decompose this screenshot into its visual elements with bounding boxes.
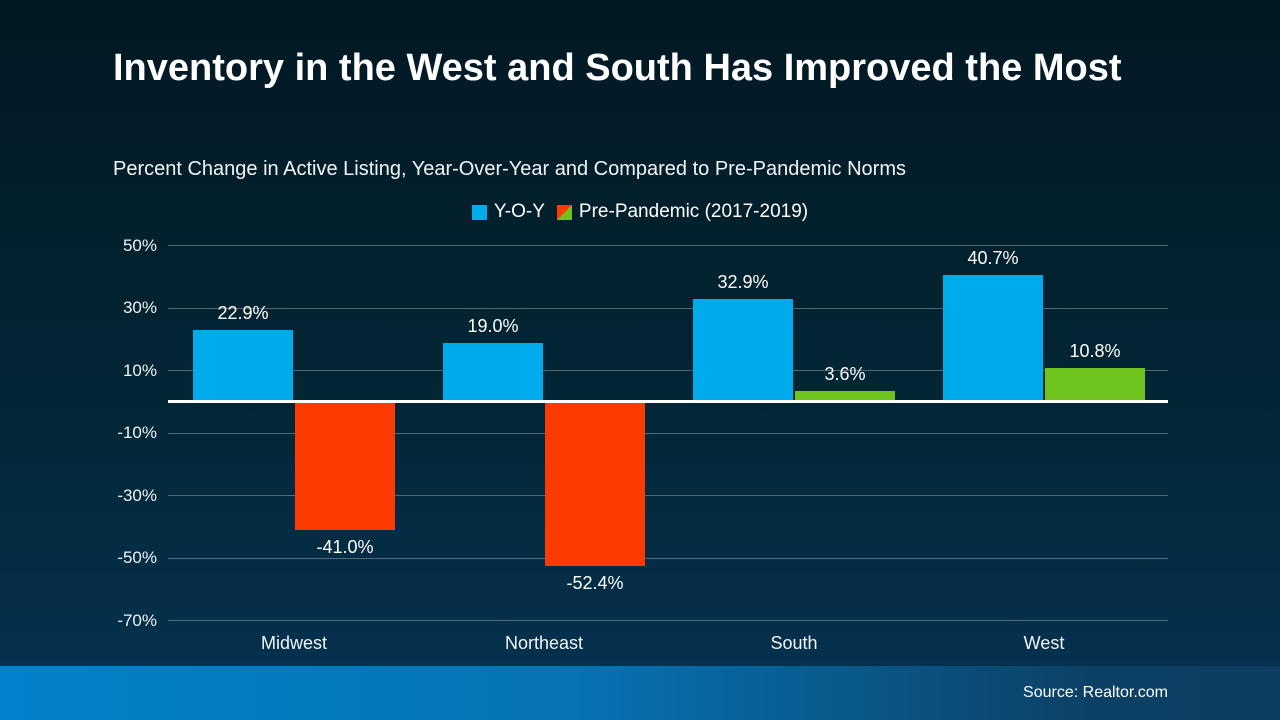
legend-swatch-pre-pandemic-icon xyxy=(556,204,572,220)
y-axis-tick-label: -10% xyxy=(117,423,157,443)
bar-yoy-midwest xyxy=(193,330,293,402)
legend-swatch-yoy-icon xyxy=(471,204,487,220)
value-label-yoy-northeast: 19.0% xyxy=(467,315,519,336)
chart-title: Inventory in the West and South Has Impr… xyxy=(113,47,1122,89)
gridline xyxy=(168,245,1168,247)
value-label-yoy-midwest: 22.9% xyxy=(217,303,269,324)
bar-yoy-west xyxy=(943,274,1043,402)
gridline xyxy=(168,620,1168,622)
chart-subtitle: Percent Change in Active Listing, Year-O… xyxy=(113,158,906,180)
gridline xyxy=(168,370,1168,372)
value-label-pre-pandemic-midwest: -41.0% xyxy=(316,537,374,558)
y-axis-tick-label: -50% xyxy=(117,548,157,568)
bar-pre-pandemic-west xyxy=(1045,368,1145,402)
footer-bar: Source: Realtor.com xyxy=(0,666,1280,720)
bar-pre-pandemic-northeast xyxy=(545,402,645,566)
y-axis-tick-label: -70% xyxy=(117,610,157,630)
y-axis-tick-label: 30% xyxy=(122,298,157,318)
value-label-pre-pandemic-south: 3.6% xyxy=(824,363,866,384)
legend-label: Pre-Pandemic (2017-2019) xyxy=(578,201,809,222)
value-label-pre-pandemic-northeast: -52.4% xyxy=(566,572,624,593)
value-label-yoy-west: 40.7% xyxy=(967,247,1019,268)
zero-baseline xyxy=(168,400,1168,403)
bar-yoy-northeast xyxy=(443,342,543,402)
x-axis-category-label-northeast: Northeast xyxy=(504,633,584,653)
bar-yoy-south xyxy=(693,299,793,402)
legend: Y-O-Y Pre-Pandemic (2017-2019) xyxy=(0,201,1280,223)
legend-label: Y-O-Y xyxy=(493,201,545,222)
y-axis-tick-label: 10% xyxy=(122,360,157,380)
bar-pre-pandemic-midwest xyxy=(295,402,395,531)
bar-pre-pandemic-south xyxy=(795,390,895,402)
value-label-pre-pandemic-west: 10.8% xyxy=(1069,341,1121,362)
x-axis-category-label-midwest: Midwest xyxy=(260,633,327,653)
value-label-yoy-south: 32.9% xyxy=(717,272,769,293)
x-axis-category-label-west: West xyxy=(1023,633,1065,653)
gridline xyxy=(168,432,1168,434)
y-axis-tick-label: 50% xyxy=(122,235,157,255)
y-axis-tick-label: -30% xyxy=(117,485,157,505)
gridline xyxy=(168,307,1168,309)
legend-item-pre-pandemic: Pre-Pandemic (2017-2019) xyxy=(556,201,809,223)
legend-item-yoy: Y-O-Y xyxy=(471,201,545,223)
gridline xyxy=(168,557,1168,559)
x-axis-category-label-south: South xyxy=(770,633,818,653)
source-text: Source: Realtor.com xyxy=(1023,684,1168,701)
gridline xyxy=(168,495,1168,497)
